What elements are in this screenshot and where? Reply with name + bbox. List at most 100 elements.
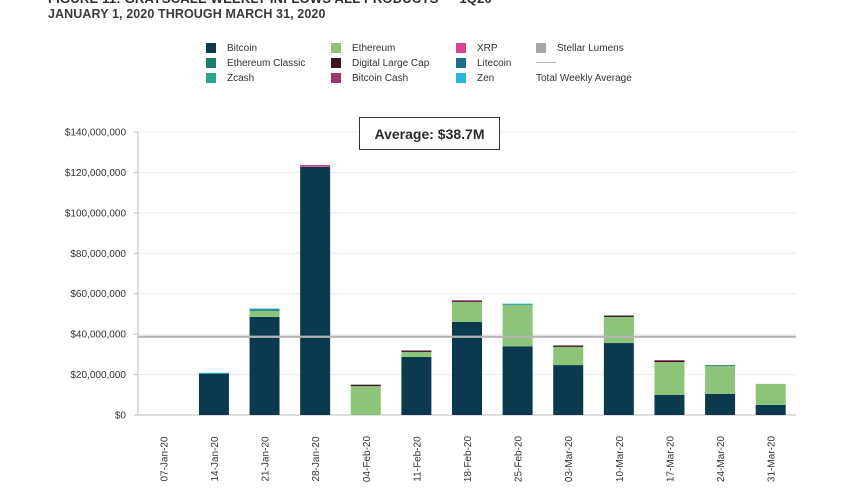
x-tick-label: 25-Feb-20	[514, 435, 525, 482]
legend-item-stellar-lumens: Stellar Lumens	[536, 41, 624, 55]
legend-label: Bitcoin Cash	[352, 72, 409, 84]
bar-segment-ethereum	[249, 310, 280, 317]
bar-segment-bitcoin	[553, 365, 584, 415]
legend-swatch	[206, 73, 216, 83]
bar-segment-bitcoin-cash	[654, 360, 685, 361]
legend-item-bitcoin-cash: Bitcoin Cash	[331, 71, 408, 85]
bar-segment-bitcoin	[198, 373, 229, 415]
x-axis-ticks: 07-Jan-20 14-Jan-20 21-Jan-20 28-Jan-20 04-F…	[159, 435, 777, 482]
y-tick-label: $40,000,000	[70, 330, 126, 341]
legend-swatch	[536, 43, 546, 53]
bar-segment-ethereum-classic	[249, 309, 280, 311]
average-annotation: Average: $38.7M	[359, 117, 500, 150]
legend-label: XRP	[477, 42, 498, 54]
bar-segment-litecoin	[705, 365, 736, 366]
legend-label: Total Weekly Average	[536, 72, 632, 84]
legend-label: Ethereum Classic	[227, 57, 306, 69]
legend-item-ethereum-classic: Ethereum Classic	[206, 56, 305, 70]
bar-segment-bitcoin	[603, 343, 634, 415]
chart-title: FIGURE 11: GRAYSCALE WEEKLY INFLOWS ALL …	[48, 0, 492, 6]
bar-stack	[654, 360, 685, 415]
bar-segment-bitcoin	[249, 316, 280, 415]
x-tick-label: 18-Feb-20	[463, 435, 474, 482]
bar-stack	[705, 365, 736, 415]
legend-item-ethereum: Ethereum	[331, 41, 395, 55]
legend-label: Stellar Lumens	[557, 42, 624, 54]
legend-swatch	[331, 43, 341, 53]
y-tick-label: $80,000,000	[70, 249, 126, 260]
legend-swatch	[331, 73, 341, 83]
y-tick-label: $0	[115, 411, 127, 422]
bar-segment-ethereum	[755, 383, 786, 405]
bars	[198, 165, 786, 415]
legend-label: Bitcoin	[227, 42, 258, 54]
legend-item-average-label: Total Weekly Average	[536, 71, 632, 85]
x-tick-label: 10-Mar-20	[615, 436, 626, 483]
legend-swatch	[331, 58, 341, 68]
bar-stack	[553, 345, 584, 415]
bar-stack	[401, 350, 432, 415]
y-tick-label: $120,000,000	[65, 168, 127, 179]
bar-segment-digital-large-cap	[350, 384, 381, 387]
x-tick-label: 31-Mar-20	[767, 436, 778, 483]
legend-swatch	[456, 43, 466, 53]
bar-stack	[452, 300, 482, 415]
bar-segment-litecoin	[502, 304, 533, 305]
x-tick-label: 04-Feb-20	[362, 435, 373, 482]
bar-stack	[198, 372, 229, 415]
bar-stack	[502, 303, 533, 415]
legend-swatch	[206, 43, 216, 53]
bar-segment-digital-large-cap	[654, 360, 685, 363]
bar-segment-bitcoin	[300, 166, 331, 415]
legend-swatch	[456, 73, 466, 83]
legend-line-swatch	[536, 61, 556, 63]
legend-item-average-line	[536, 55, 556, 69]
bar-segment-ethereum	[603, 316, 634, 344]
x-tick-label: 11-Feb-20	[412, 436, 423, 482]
bar-segment-bitcoin	[401, 356, 432, 415]
legend-label: Zen	[477, 72, 495, 84]
bar-segment-digital-large-cap	[603, 315, 634, 317]
chart-subtitle: JANUARY 1, 2020 THROUGH MARCH 31, 2020	[48, 7, 326, 21]
x-tick-label: 03-Mar-20	[564, 436, 575, 483]
bar-segment-digital-large-cap	[553, 345, 584, 347]
legend-item-digital-large-cap: Digital Large Cap	[331, 56, 429, 70]
x-tick-label: 21-Jan-20	[261, 436, 272, 481]
x-tick-label: 28-Jan-20	[311, 436, 322, 481]
y-tick-label: $100,000,000	[65, 208, 127, 219]
x-tick-label: 24-Mar-20	[716, 436, 727, 483]
y-tick-label: $60,000,000	[70, 289, 126, 300]
bar-segment-ethereum	[654, 362, 685, 395]
bar-segment-xrp	[300, 166, 331, 167]
bar-segment-bitcoin	[705, 393, 736, 415]
bar-stack	[603, 315, 634, 415]
bar-segment-bitcoin	[654, 394, 685, 415]
legend-label: Ethereum	[352, 42, 396, 54]
bar-segment-zen	[502, 303, 533, 305]
bar-segment-ethereum	[705, 365, 736, 394]
bar-segment-bitcoin	[502, 346, 533, 415]
y-tick-label: $140,000,000	[65, 128, 127, 139]
x-tick-label: 17-Mar-20	[665, 436, 676, 483]
legend-swatch	[456, 58, 466, 68]
bar-segment-digital-large-cap	[452, 300, 482, 302]
bar-stack	[350, 384, 381, 415]
legend-label: Digital Large Cap	[352, 57, 430, 69]
legend-label: Litecoin	[477, 57, 512, 69]
legend-item-litecoin: Litecoin	[456, 56, 511, 70]
x-tick-label: 14-Jan-20	[210, 436, 221, 481]
average-annotation-label: Average: $38.7M	[374, 125, 485, 142]
bar-segment-litecoin	[249, 308, 280, 310]
bar-segment-ethereum	[502, 304, 533, 347]
bar-segment-bitcoin-cash	[452, 300, 482, 301]
bar-segment-ethereum	[350, 386, 381, 415]
y-tick-label: $20,000,000	[70, 370, 126, 381]
legend-label: Zcash	[227, 72, 255, 84]
bar-stack	[755, 383, 786, 415]
bar-segment-ethereum	[553, 346, 584, 366]
legend-item-xrp: XRP	[456, 41, 498, 55]
x-tick-label: 07-Jan-20	[159, 436, 170, 481]
legend-item-zcash: Zcash	[206, 71, 254, 85]
bar-stack	[300, 165, 331, 415]
